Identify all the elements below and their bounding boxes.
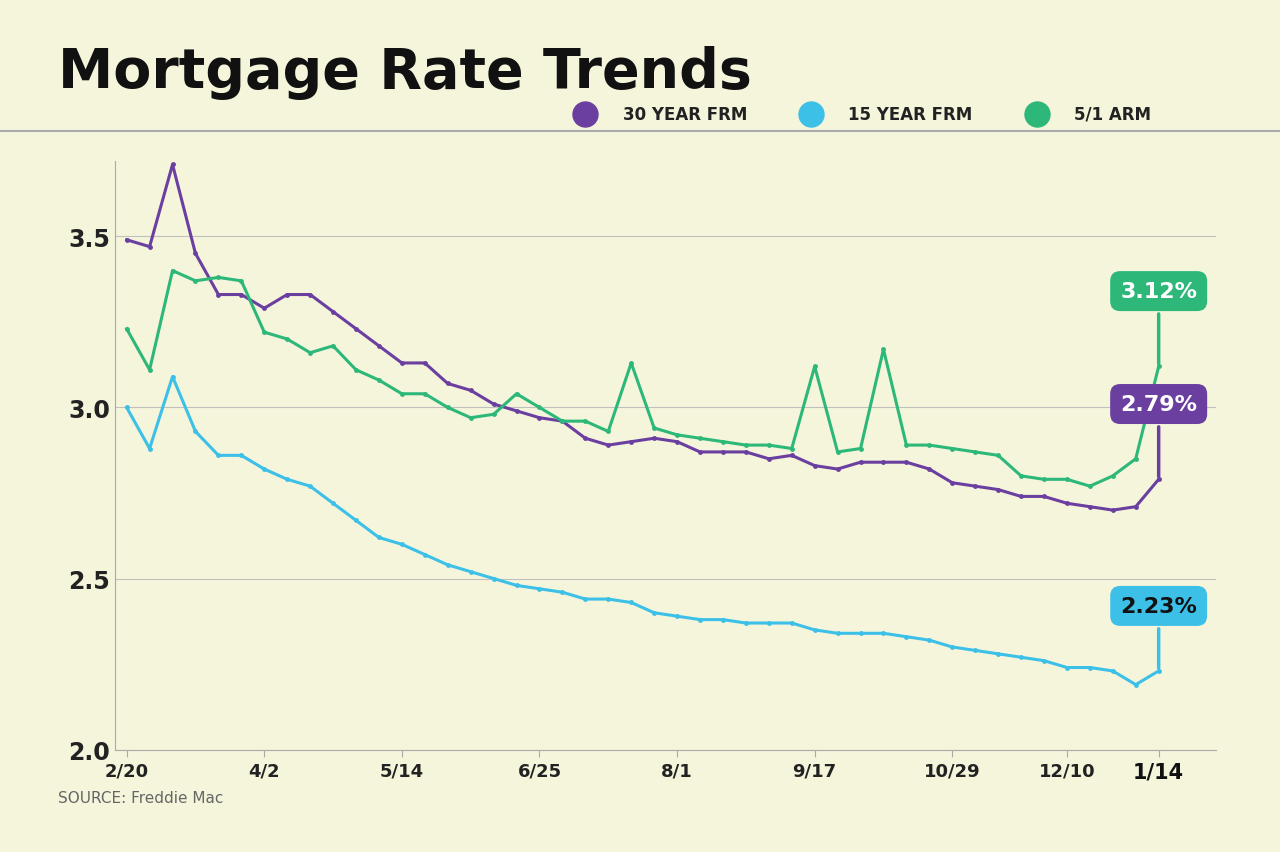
Text: 5/1 ARM: 5/1 ARM	[1074, 106, 1151, 124]
Text: 2.79%: 2.79%	[1120, 394, 1197, 477]
Text: 3.12%: 3.12%	[1120, 282, 1197, 364]
Text: Mortgage Rate Trends: Mortgage Rate Trends	[58, 45, 751, 100]
Text: 2.23%: 2.23%	[1120, 596, 1197, 668]
Text: 30 YEAR FRM: 30 YEAR FRM	[622, 106, 748, 124]
Text: 15 YEAR FRM: 15 YEAR FRM	[849, 106, 973, 124]
Text: SOURCE: Freddie Mac: SOURCE: Freddie Mac	[58, 790, 223, 805]
